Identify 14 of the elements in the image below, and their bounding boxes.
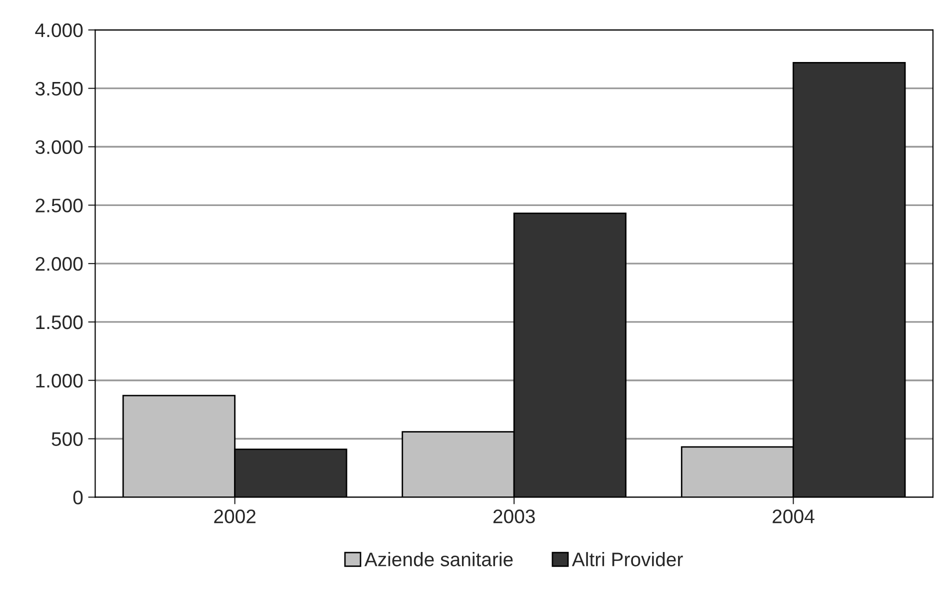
y-tick-label: 3.000 xyxy=(35,140,83,154)
x-tick-label: 2002 xyxy=(214,509,256,524)
y-tick-label: 500 xyxy=(52,432,83,446)
x-tick-label: 2003 xyxy=(493,509,535,524)
legend-label: Altri Provider xyxy=(572,552,683,566)
legend-label: Aziende sanitarie xyxy=(364,552,513,566)
x-tick-label: 2004 xyxy=(772,509,814,524)
y-tick-label: 0 xyxy=(73,490,83,504)
y-tick-label: 3.500 xyxy=(35,82,83,96)
y-tick-label: 2.500 xyxy=(36,198,83,212)
y-tick-label: 1.000 xyxy=(36,374,83,388)
y-tick-label: 2.000 xyxy=(36,257,83,271)
y-tick-label: 1.500 xyxy=(36,315,83,330)
y-tick-label: 4.000 xyxy=(35,23,83,38)
